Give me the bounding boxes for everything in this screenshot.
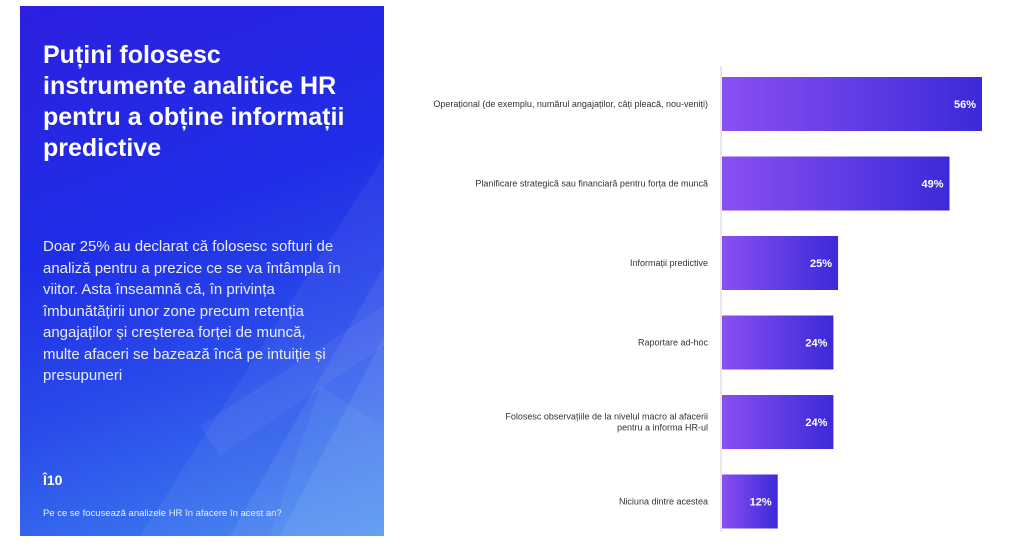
info-panel: Puțini folosesc instrumente analitice HR… xyxy=(20,6,384,536)
question-text: Pe ce se focusează analizele HR în aface… xyxy=(43,508,282,519)
panel-title: Puțini folosesc instrumente analitice HR… xyxy=(43,41,345,162)
bar-value-label: 24% xyxy=(805,417,827,429)
bar-value-label: 56% xyxy=(954,99,976,111)
bar-value-label: 49% xyxy=(921,179,943,191)
category-label: Raportare ad-hoc xyxy=(638,338,709,348)
category-label: Operațional (de exemplu, numărul angajaț… xyxy=(433,99,708,109)
category-label: Informații predictive xyxy=(630,258,708,268)
bar-chart: 56% Operațional (de exemplu, numărul anga… xyxy=(433,66,982,532)
bar-value-label: 25% xyxy=(810,258,832,270)
category-label: Folosesc observațiile de la nivelul macr… xyxy=(505,412,708,433)
decorative-background xyxy=(140,156,384,536)
category-label: Niciuna dintre acestea xyxy=(619,497,708,507)
panel-body-text: Doar 25% au declarat că folosesc softuri… xyxy=(43,238,341,384)
bar-2 xyxy=(722,156,950,211)
question-number: Î10 xyxy=(43,472,63,488)
bar-1 xyxy=(722,77,982,131)
bar-6 xyxy=(722,474,778,529)
bar-4 xyxy=(722,315,834,370)
bar-value-label: 24% xyxy=(805,338,827,350)
category-label: Planificare strategică sau financiară pe… xyxy=(475,179,708,189)
bar-3 xyxy=(722,236,839,290)
bar-5 xyxy=(722,395,834,449)
bar-value-label: 12% xyxy=(750,497,772,509)
